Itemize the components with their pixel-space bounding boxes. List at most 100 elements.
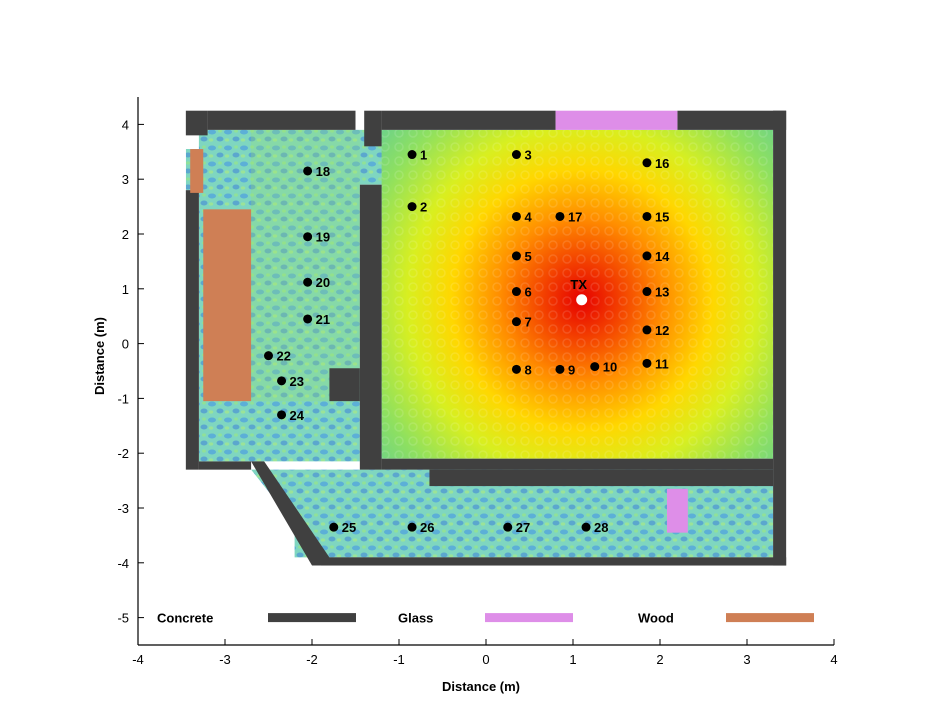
concrete-wall-4 (677, 110, 787, 130)
legend-swatch (726, 613, 814, 623)
measurement-point-14: 14 (642, 249, 670, 264)
legend-label: Concrete (157, 611, 213, 626)
point-label: 22 (277, 349, 291, 364)
point-label: 2 (420, 200, 427, 215)
measurement-point-20: 20 (303, 275, 330, 290)
wood-panel-1 (203, 209, 252, 402)
x-axis-label: Distance (m) (442, 679, 520, 694)
measurement-point-1: 1 (407, 148, 427, 163)
point-label: 9 (568, 362, 575, 377)
point-marker (511, 317, 521, 327)
point-label: 3 (524, 148, 531, 163)
point-marker (642, 358, 652, 368)
measurement-point-23: 23 (277, 374, 304, 389)
y-tick-label: -4 (117, 556, 129, 571)
measurement-point-6: 6 (511, 285, 532, 300)
point-label: 6 (524, 285, 531, 300)
legend-swatch (268, 613, 356, 623)
point-marker (642, 325, 652, 335)
point-label: 4 (524, 209, 532, 224)
heat-ripple (381, 129, 774, 459)
x-tick-label: 1 (569, 652, 576, 667)
y-tick-label: -5 (117, 611, 129, 626)
point-marker (642, 251, 652, 261)
measurement-point-5: 5 (511, 249, 532, 264)
legend-item-glass: Glass (398, 611, 573, 626)
measurement-point-19: 19 (303, 230, 330, 245)
concrete-wall-11 (329, 368, 360, 402)
y-tick-label: 3 (122, 172, 129, 187)
transmitter: TX (570, 277, 588, 306)
legend-swatch (485, 613, 573, 623)
point-label: 18 (316, 164, 330, 179)
legend-label: Wood (638, 611, 674, 626)
point-marker (303, 232, 313, 242)
concrete-wall-2 (364, 110, 382, 147)
point-label: 23 (290, 374, 304, 389)
point-label: 8 (524, 362, 531, 377)
point-label: 20 (316, 275, 330, 290)
x-tick-label: 3 (743, 652, 750, 667)
concrete-wall-0 (185, 110, 208, 136)
concrete-wall-1 (207, 110, 356, 130)
concrete-wall-12 (320, 557, 787, 566)
measurement-point-22: 22 (264, 349, 291, 364)
measurement-point-12: 12 (642, 323, 669, 338)
wood-panel-0 (190, 149, 204, 193)
point-marker (555, 364, 565, 374)
measurement-point-10: 10 (590, 360, 617, 375)
point-label: 27 (516, 520, 530, 535)
x-tick-label: 0 (482, 652, 489, 667)
y-tick-label: 4 (122, 117, 129, 132)
point-marker (303, 314, 313, 324)
point-marker (555, 211, 565, 221)
point-label: 1 (420, 148, 427, 163)
point-label: 16 (655, 156, 669, 171)
measurement-point-13: 13 (642, 285, 669, 300)
y-tick-label: -3 (117, 501, 129, 516)
point-label: 24 (290, 408, 305, 423)
x-tick-label: -4 (132, 652, 144, 667)
measurement-point-16: 16 (642, 156, 669, 171)
point-label: 12 (655, 323, 669, 338)
measurement-point-17: 17 (555, 209, 582, 224)
signal-heatmap (185, 129, 774, 558)
point-marker (642, 211, 652, 221)
point-marker (511, 251, 521, 261)
point-marker (511, 287, 521, 297)
point-marker (511, 150, 521, 160)
point-marker (303, 166, 313, 176)
point-marker (590, 362, 600, 372)
measurement-point-7: 7 (511, 315, 532, 330)
measurement-point-4: 4 (511, 209, 532, 224)
point-marker (407, 202, 417, 212)
concrete-wall-3 (381, 110, 556, 130)
point-marker (511, 364, 521, 374)
y-tick-label: 0 (122, 337, 129, 352)
point-marker (264, 351, 273, 361)
transmitter-marker (576, 294, 588, 306)
y-tick-label: -1 (117, 391, 129, 406)
point-label: 28 (594, 520, 608, 535)
glass-panel-1 (666, 488, 688, 533)
point-marker (277, 376, 287, 386)
measurement-point-18: 18 (303, 164, 330, 179)
measurement-point-8: 8 (511, 362, 532, 377)
legend-label: Glass (398, 611, 433, 626)
point-label: 25 (342, 520, 356, 535)
concrete-wall-7 (198, 461, 252, 470)
point-label: 14 (655, 249, 670, 264)
x-tick-label: 2 (656, 652, 663, 667)
x-tick-label: -3 (219, 652, 231, 667)
point-marker (642, 158, 652, 168)
point-label: 11 (655, 356, 669, 371)
measurement-point-2: 2 (407, 200, 427, 215)
point-marker (277, 410, 287, 420)
concrete-wall-6 (185, 190, 199, 470)
concrete-wall-diagonal (251, 461, 330, 566)
point-marker (581, 522, 591, 532)
point-marker (642, 287, 652, 297)
point-label: 13 (655, 285, 669, 300)
